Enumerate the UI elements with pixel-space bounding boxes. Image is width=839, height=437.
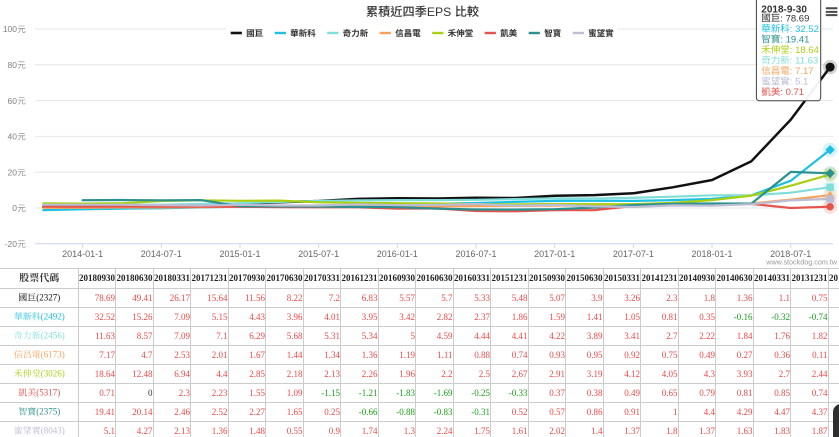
svg-text:40: 40 [8,132,18,142]
svg-text:2015-07-1: 2015-07-1 [298,249,339,259]
svg-text:60: 60 [8,96,18,106]
svg-text:2018-01-1: 2018-01-1 [691,249,732,259]
svg-text:2015-01-1: 2015-01-1 [219,249,260,259]
svg-text:0: 0 [12,203,17,213]
svg-text:2017-07-1: 2017-07-1 [613,249,654,259]
svg-text:2017-01-1: 2017-01-1 [534,249,575,259]
svg-text:2014-01-1: 2014-01-1 [62,249,103,259]
svg-text:2018-07-1: 2018-07-1 [770,249,811,259]
svg-text:2014-07-1: 2014-07-1 [141,249,182,259]
svg-text:20: 20 [8,167,18,177]
svg-text:100: 100 [3,24,17,34]
svg-text:www.stockdog.com.tw: www.stockdog.com.tw [765,258,838,267]
svg-text:2016-07-1: 2016-07-1 [455,249,496,259]
svg-text:-20: -20 [5,239,18,249]
svg-text:80: 80 [8,60,18,70]
svg-text:2016-01-1: 2016-01-1 [377,249,418,259]
